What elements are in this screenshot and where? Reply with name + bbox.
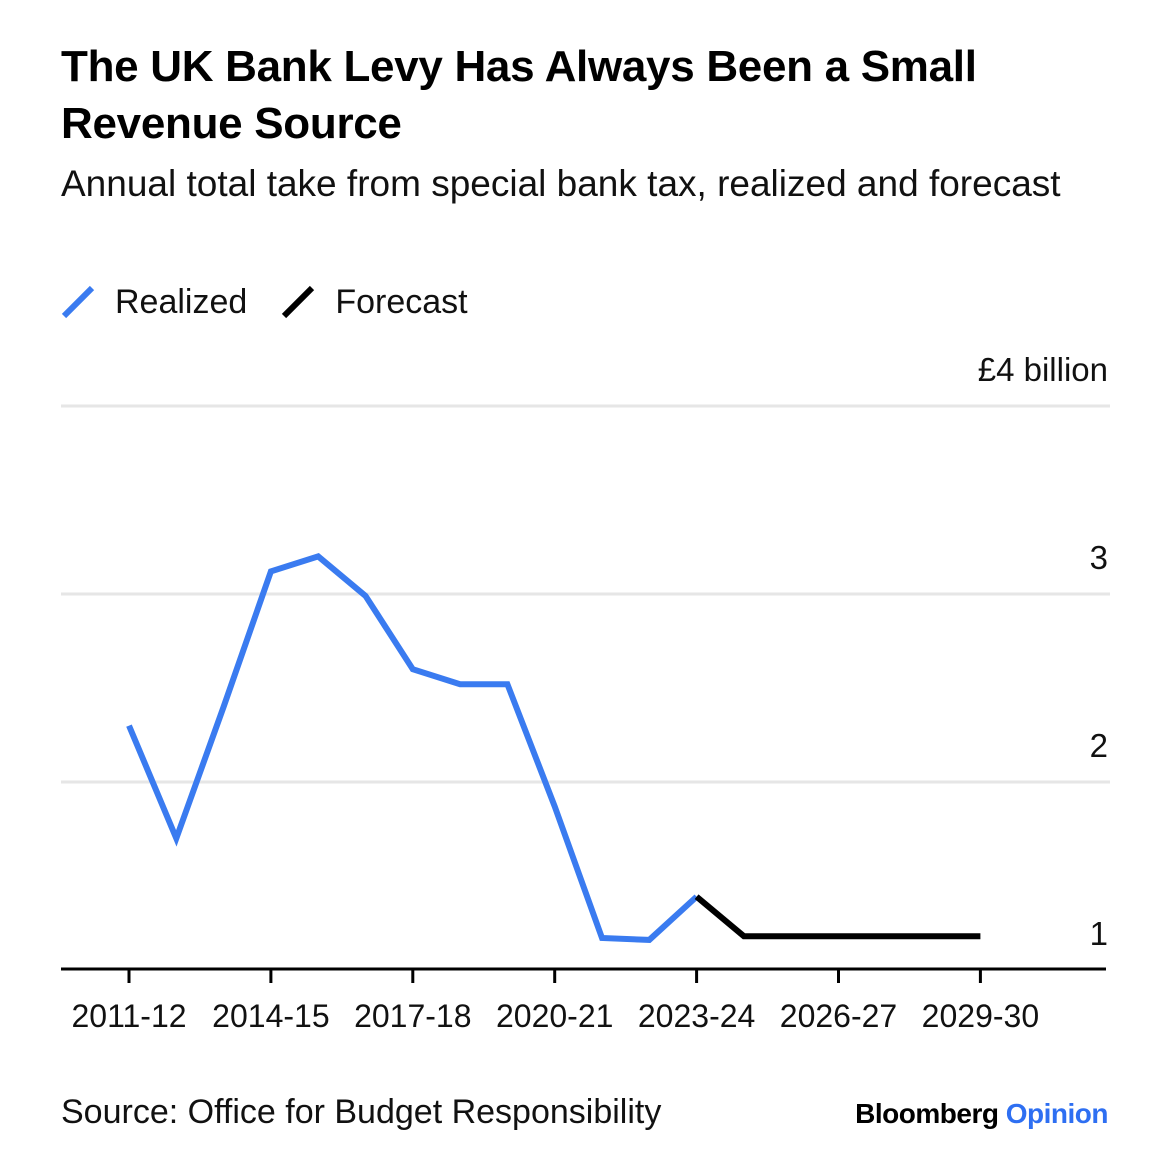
chart-subtitle: Annual total take from special bank tax,… bbox=[61, 163, 1061, 204]
x-tick-label-2011-12: 2011-12 bbox=[71, 998, 186, 1034]
legend-label-forecast: Forecast bbox=[335, 282, 468, 321]
x-tick-label-2017-18: 2017-18 bbox=[354, 998, 471, 1034]
chart-title: The UK Bank Levy Has Always Been a Small… bbox=[61, 42, 977, 148]
forecast-swatch-icon bbox=[282, 285, 315, 319]
x-tick-label-2014-15: 2014-15 bbox=[212, 998, 329, 1034]
source-note: Source: Office for Budget Responsibility bbox=[61, 1093, 662, 1131]
brand-logo: Bloomberg Opinion bbox=[855, 1098, 1108, 1130]
legend: Realized Forecast bbox=[61, 278, 502, 326]
y-tick-label-4: £4 billion bbox=[978, 351, 1108, 388]
series-line-realized bbox=[126, 553, 699, 943]
x-tick-label-2023-24: 2023-24 bbox=[638, 998, 755, 1034]
legend-label-realized: Realized bbox=[115, 282, 248, 321]
y-tick-label-1: 1 bbox=[1090, 915, 1108, 952]
legend-item-forecast: Forecast bbox=[281, 282, 468, 322]
x-tick-label-2029-30: 2029-30 bbox=[922, 998, 1039, 1034]
x-tick-label-2026-27: 2026-27 bbox=[780, 998, 897, 1034]
legend-item-realized: Realized bbox=[61, 283, 247, 322]
x-tick-label-2020-21: 2020-21 bbox=[496, 998, 613, 1034]
realized-swatch-icon bbox=[61, 285, 95, 319]
series-line-forecast bbox=[694, 894, 981, 940]
y-tick-label-2: 2 bbox=[1090, 727, 1108, 764]
y-tick-label-3: 3 bbox=[1090, 539, 1108, 576]
brand-section: Opinion bbox=[1005, 1098, 1109, 1129]
brand-name: Bloomberg bbox=[855, 1098, 999, 1129]
